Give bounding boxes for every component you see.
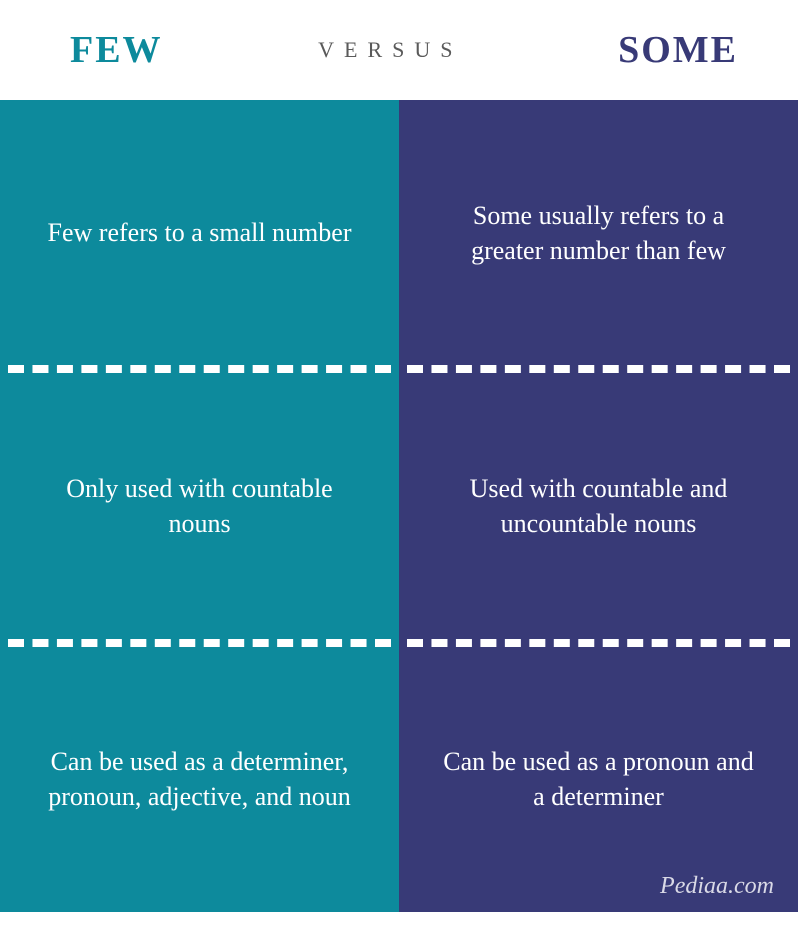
some-cell-1: Some usually refers to a greater number …	[399, 100, 798, 365]
comparison-header: FEW VERSUS SOME	[0, 0, 798, 100]
row-divider	[8, 639, 391, 647]
header-right-title: SOME	[618, 28, 738, 72]
some-cell-2: Used with countable and uncountable noun…	[399, 373, 798, 638]
column-some: Some usually refers to a greater number …	[399, 100, 798, 912]
few-cell-2: Only used with countable nouns	[0, 373, 399, 638]
row-divider	[407, 365, 790, 373]
few-cell-1: Few refers to a small number	[0, 100, 399, 365]
comparison-columns: Few refers to a small number Only used w…	[0, 100, 798, 912]
row-divider	[8, 365, 391, 373]
few-cell-3: Can be used as a determiner, pronoun, ad…	[0, 647, 399, 912]
watermark-text: Pediaa.com	[660, 873, 774, 900]
column-few: Few refers to a small number Only used w…	[0, 100, 399, 912]
row-divider	[407, 639, 790, 647]
header-left-title: FEW	[70, 28, 163, 72]
header-versus-label: VERSUS	[318, 37, 462, 63]
